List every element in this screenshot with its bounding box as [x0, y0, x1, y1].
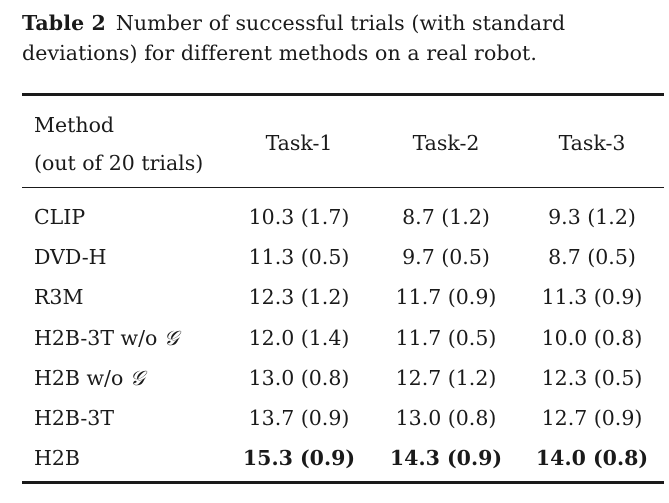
task-1-value: 12.0 (1.4)	[248, 325, 350, 350]
table-row-dvd-h: DVD-H 11.3 (0.5) 9.7 (0.5) 8.7 (0.5)	[22, 237, 664, 277]
method-name-cell: H2B-3T w/o 𝒢	[34, 318, 178, 358]
task-2-value-best: 14.3 (0.9)	[389, 446, 503, 471]
task-1-value-best: 15.3 (0.9)	[242, 446, 356, 471]
task-1-value: 13.0 (0.8)	[248, 365, 350, 390]
method-name-cell: H2B w/o 𝒢	[34, 358, 144, 398]
header-rule	[22, 187, 664, 189]
task-3-value: 12.3 (0.5)	[541, 365, 643, 390]
task-3-value: 11.3 (0.9)	[541, 285, 643, 310]
method-header-line1: Method	[34, 113, 115, 137]
table-caption: Table 2 Number of successful trials (with…	[22, 8, 652, 68]
task-2-value: 13.0 (0.8)	[395, 405, 497, 430]
table-row-h2b-wo-g: H2B w/o 𝒢 13.0 (0.8) 12.7 (1.2) 12.3 (0.…	[22, 358, 664, 398]
task-1-value: 11.3 (0.5)	[248, 245, 350, 270]
g-symbol: 𝒢	[129, 365, 145, 390]
table-body: CLIP 10.3 (1.7) 8.7 (1.2) 9.3 (1.2) DVD-…	[22, 197, 664, 478]
task-2-value: 12.7 (1.2)	[395, 365, 497, 390]
table-row-clip: CLIP 10.3 (1.7) 8.7 (1.2) 9.3 (1.2)	[22, 197, 664, 237]
task-3-column-header: Task-3	[558, 131, 626, 155]
task-2-column-header: Task-2	[412, 131, 480, 155]
bottom-rule	[22, 481, 664, 484]
method-name: H2B	[34, 446, 80, 471]
task-1-value: 13.7 (0.9)	[248, 405, 350, 430]
task-3-value: 12.7 (0.9)	[541, 405, 643, 430]
task-3-value: 9.3 (1.2)	[548, 205, 636, 229]
task-1-column-header: Task-1	[265, 131, 333, 155]
g-symbol: 𝒢	[163, 325, 179, 350]
method-name: R3M	[34, 285, 84, 310]
method-header-line2: (out of 20 trials)	[34, 151, 204, 175]
task-2-value: 9.7 (0.5)	[402, 245, 490, 270]
task-3-value-best: 14.0 (0.8)	[535, 446, 649, 471]
table-row-r3m: R3M 12.3 (1.2) 11.7 (0.9) 11.3 (0.9)	[22, 277, 664, 317]
task-2-value: 8.7 (1.2)	[402, 205, 490, 229]
method-column-header: Method (out of 20 trials)	[34, 106, 203, 182]
method-name: CLIP	[34, 205, 86, 229]
table-row-h2b: H2B 15.3 (0.9) 14.3 (0.9) 14.0 (0.8)	[22, 438, 664, 478]
task-2-value: 11.7 (0.5)	[395, 325, 497, 350]
table-row-h2b-3t-wo-g: H2B-3T w/o 𝒢 12.0 (1.4) 11.7 (0.5) 10.0 …	[22, 318, 664, 358]
task-3-value: 8.7 (0.5)	[548, 245, 636, 270]
task-1-value: 12.3 (1.2)	[248, 285, 350, 310]
caption-text-line1: Number of successful trials (with standa…	[115, 11, 566, 35]
method-name: H2B w/o	[34, 365, 124, 390]
caption-label: Table 2	[22, 11, 106, 35]
top-rule	[22, 93, 664, 96]
method-name: H2B-3T w/o	[34, 325, 158, 350]
task-3-value: 10.0 (0.8)	[541, 325, 643, 350]
method-name: H2B-3T	[34, 405, 115, 430]
method-name: DVD-H	[34, 245, 107, 270]
task-2-value: 11.7 (0.9)	[395, 285, 497, 310]
caption-text-line2: deviations) for different methods on a r…	[22, 41, 538, 65]
task-1-value: 10.3 (1.7)	[248, 205, 350, 229]
table-row-h2b-3t: H2B-3T 13.7 (0.9) 13.0 (0.8) 12.7 (0.9)	[22, 398, 664, 438]
